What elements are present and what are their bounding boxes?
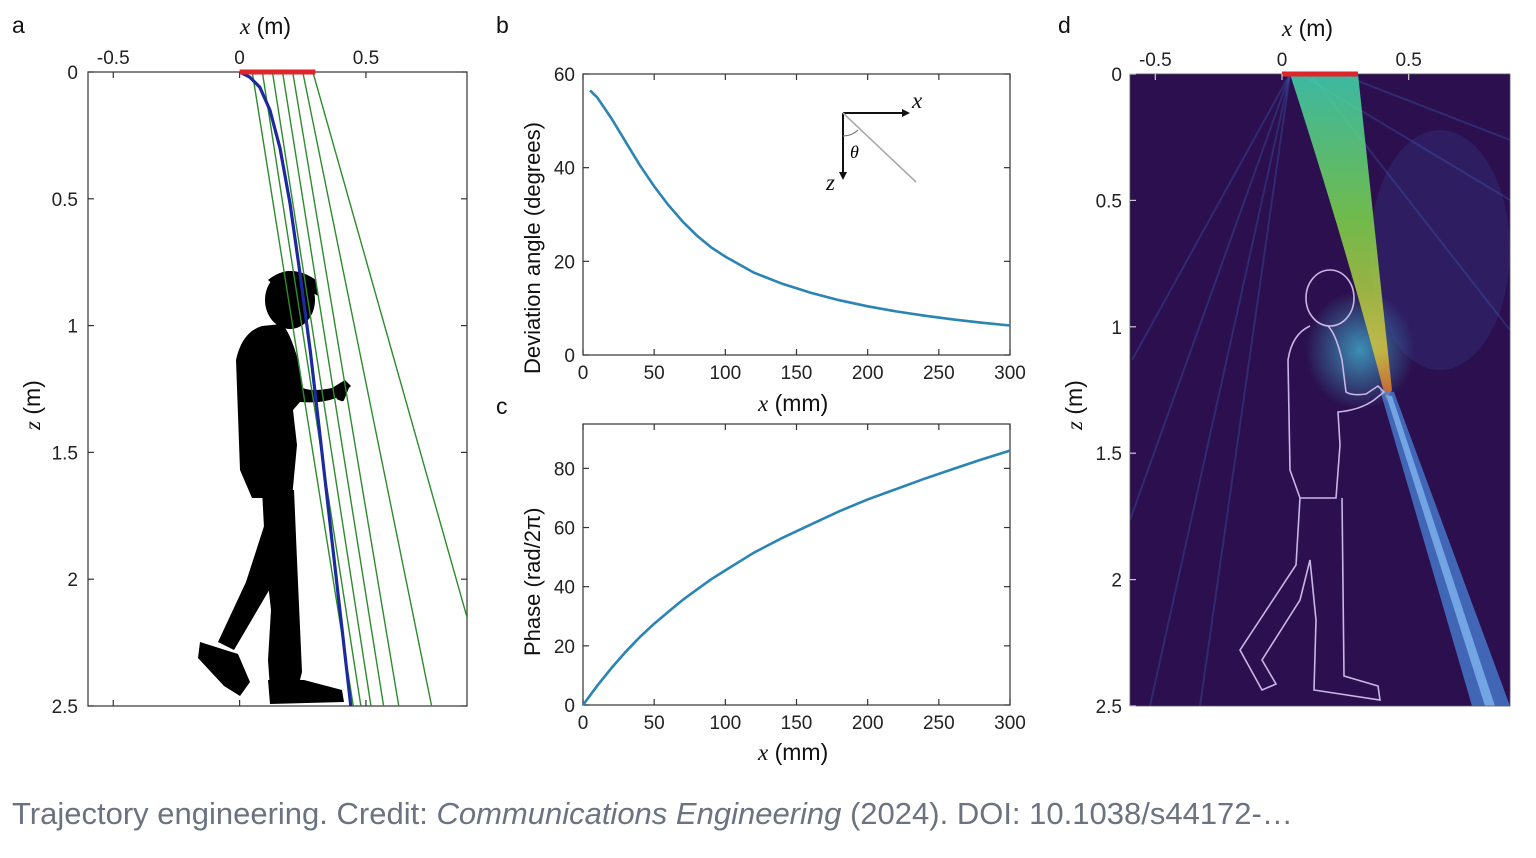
panel-b-ytick-label: 60 bbox=[554, 65, 575, 86]
panel-a-ytick-label: 0.5 bbox=[52, 190, 78, 211]
panel-a-caustic-curve bbox=[238, 72, 353, 706]
panel-letter-b: b bbox=[496, 12, 509, 38]
panel-a-ytick-label: 1 bbox=[67, 317, 78, 338]
panel-b-ytick-label: 20 bbox=[554, 252, 575, 273]
panel-c-ytick-label: 0 bbox=[564, 696, 575, 717]
panel-a-xlabel: x (m) bbox=[239, 13, 291, 39]
panel-a-ray bbox=[291, 72, 400, 706]
panel-d-ticks: -0.5 0 0.5 0 0.5 1 1.5 2 2.5 bbox=[1096, 50, 1422, 718]
panel-c-ytick-label: 80 bbox=[554, 459, 575, 480]
panel-c-series-line bbox=[581, 449, 1011, 706]
figure-caption: Trajectory engineering. Credit: Communic… bbox=[12, 796, 1522, 856]
panel-d-ytick-label: 0 bbox=[1111, 65, 1122, 86]
panel-a-ylabel: z (m) bbox=[19, 380, 45, 431]
panel-d-ytick-label: 1 bbox=[1111, 318, 1122, 339]
panel-c-xtick-label: 150 bbox=[781, 713, 813, 734]
inset-z-label: z bbox=[825, 170, 835, 195]
panel-a-rays bbox=[251, 72, 467, 706]
axis-inset-icon: x z θ bbox=[825, 88, 923, 195]
panel-c-xtick-label: 50 bbox=[644, 713, 665, 734]
panel-c-xtick-label: 250 bbox=[923, 713, 955, 734]
panel-b-xtick-label: 150 bbox=[781, 363, 813, 384]
caption-text-2: (2024). DOI: 10.1038/s44172-… bbox=[841, 796, 1293, 831]
panel-letter-a: a bbox=[12, 12, 25, 38]
person-silhouette bbox=[198, 271, 351, 704]
panel-d-ylabel: z (m) bbox=[1061, 380, 1087, 431]
panel-letter-c: c bbox=[496, 393, 508, 419]
panel-b: 0 50 100 150 200 250 300 0 20 40 60 x (mm) Deviati… bbox=[520, 65, 1026, 416]
panel-a-xtick-label: 0.5 bbox=[353, 48, 379, 69]
panel-b-xtick-label: 50 bbox=[644, 363, 665, 384]
panel-c-ticks: 0 50 100 150 200 250 300 0 20 40 60 80 bbox=[554, 424, 1026, 734]
panel-d-beam bbox=[1290, 74, 1392, 400]
panel-a-ticks: -0.5 0 0.5 0 0.5 1 1.5 2 2.5 bbox=[52, 48, 467, 718]
panel-d-xtick-label: -0.5 bbox=[1139, 50, 1172, 71]
panel-a-ytick-label: 0 bbox=[67, 63, 78, 84]
panel-a-xtick-label: 0 bbox=[234, 48, 245, 69]
panel-c-frame bbox=[582, 423, 1011, 706]
panel-a-ytick-label: 1.5 bbox=[52, 443, 78, 464]
panel-b-xtick-label: 250 bbox=[923, 363, 955, 384]
panel-d-xtick-label: 0 bbox=[1277, 50, 1288, 71]
panel-d-ytick-label: 2 bbox=[1111, 571, 1122, 592]
panel-c-ytick-label: 40 bbox=[554, 578, 575, 599]
panel-b-ticks: 0 50 100 150 200 250 300 0 20 40 60 bbox=[554, 65, 1026, 384]
panel-b-ytick-label: 40 bbox=[554, 159, 575, 180]
panel-a-ytick-label: 2 bbox=[67, 570, 78, 591]
panel-b-xlabel: x (mm) bbox=[757, 390, 828, 416]
panel-b-xtick-label: 200 bbox=[852, 363, 884, 384]
panel-c-ytick-label: 20 bbox=[554, 637, 575, 658]
panel-a-xtick-label: -0.5 bbox=[97, 48, 130, 69]
panel-d-ytick-label: 1.5 bbox=[1096, 444, 1122, 465]
inset-theta-label: θ bbox=[850, 142, 859, 162]
panel-d-heatmap bbox=[1130, 74, 1510, 706]
panel-a-ray bbox=[281, 72, 385, 706]
panel-d-xlabel: x (m) bbox=[1281, 15, 1333, 41]
panel-a-ray bbox=[251, 72, 354, 706]
panel-d-ytick-label: 0.5 bbox=[1096, 191, 1122, 212]
panel-a-ray bbox=[302, 72, 433, 706]
panel-d-xtick-label: 0.5 bbox=[1395, 50, 1421, 71]
panel-b-ytick-label: 0 bbox=[564, 346, 575, 367]
panel-c-xlabel: x (mm) bbox=[757, 739, 828, 765]
panel-c-xtick-label: 200 bbox=[852, 713, 884, 734]
panel-c-xtick-label: 0 bbox=[578, 713, 589, 734]
panel-c-ytick-label: 60 bbox=[554, 519, 575, 540]
panel-a: x (m) z (m) -0.5 0 0.5 0 0.5 1 1.5 2 2.5 bbox=[19, 13, 468, 718]
panel-c-xtick-label: 300 bbox=[994, 713, 1026, 734]
panel-b-frame bbox=[582, 73, 1011, 356]
panel-d-ytick-label: 2.5 bbox=[1096, 697, 1122, 718]
panel-letter-d: d bbox=[1058, 12, 1071, 38]
panel-b-xtick-label: 300 bbox=[994, 363, 1026, 384]
person-outline bbox=[1239, 269, 1386, 701]
panel-a-ray bbox=[312, 72, 467, 618]
panel-b-ylabel: Deviation angle (degrees) bbox=[520, 122, 545, 374]
panel-a-ytick-label: 2.5 bbox=[52, 697, 78, 718]
caption-journal: Communications Engineering bbox=[436, 796, 842, 831]
panel-c-xtick-label: 100 bbox=[709, 713, 741, 734]
panel-b-xtick-label: 0 bbox=[578, 363, 589, 384]
panel-c-ylabel: Phase (rad/2π) bbox=[520, 508, 545, 656]
panel-a-ray bbox=[261, 72, 362, 706]
panel-b-xtick-label: 100 bbox=[709, 363, 741, 384]
caption-text-1: Trajectory engineering. Credit: bbox=[12, 796, 437, 831]
inset-x-label: x bbox=[911, 88, 923, 113]
panel-d: -0.5 0 0.5 0 0.5 1 1.5 2 2.5 x (m) z (m) bbox=[1061, 15, 1511, 718]
panel-a-ray bbox=[271, 72, 372, 706]
panel-b-series-line bbox=[589, 89, 1011, 327]
panel-c: 0 50 100 150 200 250 300 0 20 40 60 80 x (mm) Phase… bbox=[520, 423, 1026, 765]
